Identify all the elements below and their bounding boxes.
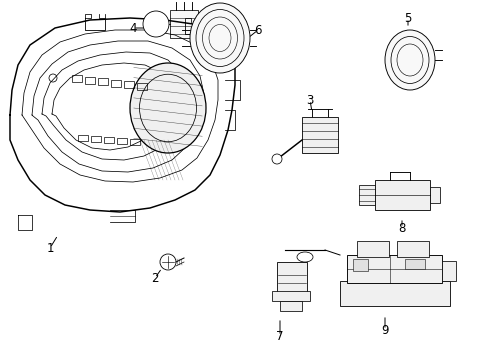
Text: 2: 2 bbox=[151, 271, 159, 284]
Circle shape bbox=[142, 11, 169, 37]
Text: 7: 7 bbox=[276, 329, 283, 342]
Bar bbox=[111, 80, 121, 86]
Bar bbox=[346, 255, 441, 283]
Text: 4: 4 bbox=[129, 22, 137, 35]
Text: 3: 3 bbox=[305, 94, 313, 107]
Bar bbox=[124, 81, 134, 88]
Circle shape bbox=[271, 154, 282, 164]
Bar bbox=[78, 135, 88, 141]
Bar bbox=[441, 261, 455, 281]
Bar bbox=[104, 137, 114, 143]
Bar bbox=[98, 78, 108, 85]
Ellipse shape bbox=[130, 63, 205, 153]
Bar bbox=[170, 10, 198, 38]
Bar bbox=[91, 136, 101, 142]
Ellipse shape bbox=[190, 3, 249, 73]
Bar bbox=[302, 117, 337, 153]
Circle shape bbox=[160, 254, 176, 270]
Bar bbox=[352, 259, 367, 271]
Bar bbox=[429, 187, 439, 203]
Bar bbox=[137, 82, 147, 90]
Bar bbox=[404, 259, 424, 269]
Text: 1: 1 bbox=[46, 242, 54, 255]
Bar bbox=[72, 75, 82, 82]
Ellipse shape bbox=[296, 252, 312, 262]
Bar bbox=[130, 139, 140, 145]
Bar bbox=[271, 291, 309, 301]
Text: 5: 5 bbox=[404, 12, 411, 24]
Bar bbox=[396, 241, 428, 257]
Text: 9: 9 bbox=[381, 324, 388, 337]
Text: 6: 6 bbox=[254, 23, 261, 36]
Bar bbox=[280, 301, 302, 311]
Text: 8: 8 bbox=[398, 221, 405, 234]
Bar bbox=[85, 77, 95, 84]
Ellipse shape bbox=[384, 30, 434, 90]
Bar bbox=[358, 185, 374, 205]
Bar bbox=[356, 241, 388, 257]
Bar bbox=[117, 138, 127, 144]
Bar bbox=[374, 180, 429, 210]
FancyBboxPatch shape bbox=[276, 262, 306, 292]
Bar bbox=[339, 281, 449, 306]
